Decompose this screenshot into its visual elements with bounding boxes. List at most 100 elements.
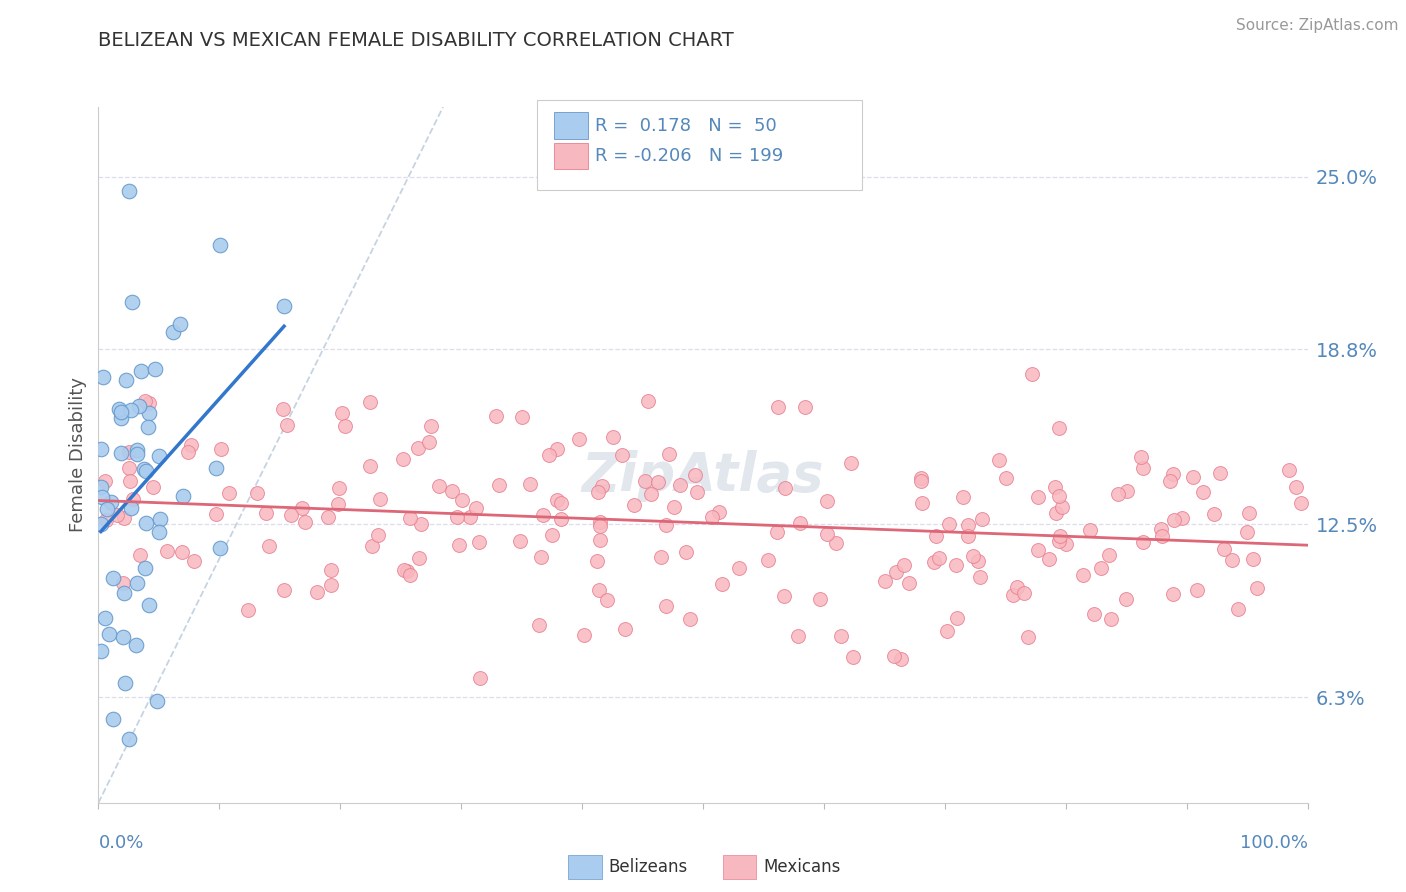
Point [316,510,339,524]
Point [519,477,541,491]
Point [509,534,531,549]
Point [662,500,685,514]
Point [138,396,160,410]
Point [612,448,634,462]
Text: 100.0%: 100.0% [1240,834,1308,852]
Point [138,420,160,434]
Point [893,558,915,573]
Point [135,516,157,531]
Point [90,517,112,532]
Point [138,598,160,612]
Point [246,485,269,500]
Point [787,628,810,642]
Point [468,535,491,549]
Point [326,496,349,510]
Point [1099,612,1122,626]
Point [96,501,118,516]
Point [962,549,984,563]
Text: Mexicans: Mexicans [763,858,841,876]
Point [546,442,568,457]
Point [623,498,645,512]
Point [884,565,907,579]
Point [1021,367,1043,381]
Point [1185,582,1208,597]
Point [273,583,295,598]
Point [112,511,135,525]
Point [328,481,350,495]
Point [773,482,796,496]
Point [1220,552,1243,566]
Point [1050,500,1073,515]
Point [910,471,932,485]
Point [118,731,141,746]
Point [209,442,232,457]
Point [236,603,259,617]
Point [110,411,132,425]
Point [957,517,980,532]
Point [321,563,343,577]
Point [90,643,112,657]
Text: 0.0%: 0.0% [98,834,143,852]
Point [1026,542,1049,557]
Point [98,627,121,641]
Point [952,490,974,504]
Point [485,409,508,424]
Point [1045,506,1067,520]
Point [105,508,128,522]
Point [1246,582,1268,596]
Point [180,438,202,452]
Point [276,418,298,433]
Point [125,639,148,653]
Point [1241,552,1264,566]
Point [183,554,205,568]
Point [1161,467,1184,482]
Point [169,318,191,332]
Point [108,402,131,417]
Point [540,528,562,542]
Point [208,541,231,556]
Point [675,545,697,559]
Point [254,506,277,520]
Point [408,441,430,455]
Point [1163,513,1185,527]
Point [148,450,170,464]
Point [510,409,533,424]
Point [125,442,148,457]
Point [110,446,132,460]
Point [1132,461,1154,475]
Point [110,405,132,419]
Point [120,500,142,515]
Point [1043,480,1066,494]
Point [550,496,572,510]
Point [928,551,950,566]
Point [589,515,612,529]
Point [938,516,960,531]
Point [924,529,946,543]
Point [1049,421,1071,435]
Point [118,461,141,475]
Point [585,554,607,568]
Point [218,486,240,500]
Point [91,490,114,504]
Point [273,299,295,313]
Point [1237,506,1260,520]
Point [440,483,463,498]
Point [1130,450,1153,465]
Point [138,406,160,420]
Point [531,508,554,523]
Point [1012,586,1035,600]
Text: Belizeans: Belizeans [609,858,688,876]
Point [1150,522,1173,536]
Point [897,575,920,590]
Point [111,575,134,590]
Point [766,525,789,540]
Point [392,563,415,577]
Point [134,462,156,476]
Point [711,577,734,591]
Point [586,485,609,500]
Point [588,519,610,533]
Point [128,400,150,414]
Point [1090,560,1112,574]
Point [114,676,136,690]
Point [94,513,117,527]
